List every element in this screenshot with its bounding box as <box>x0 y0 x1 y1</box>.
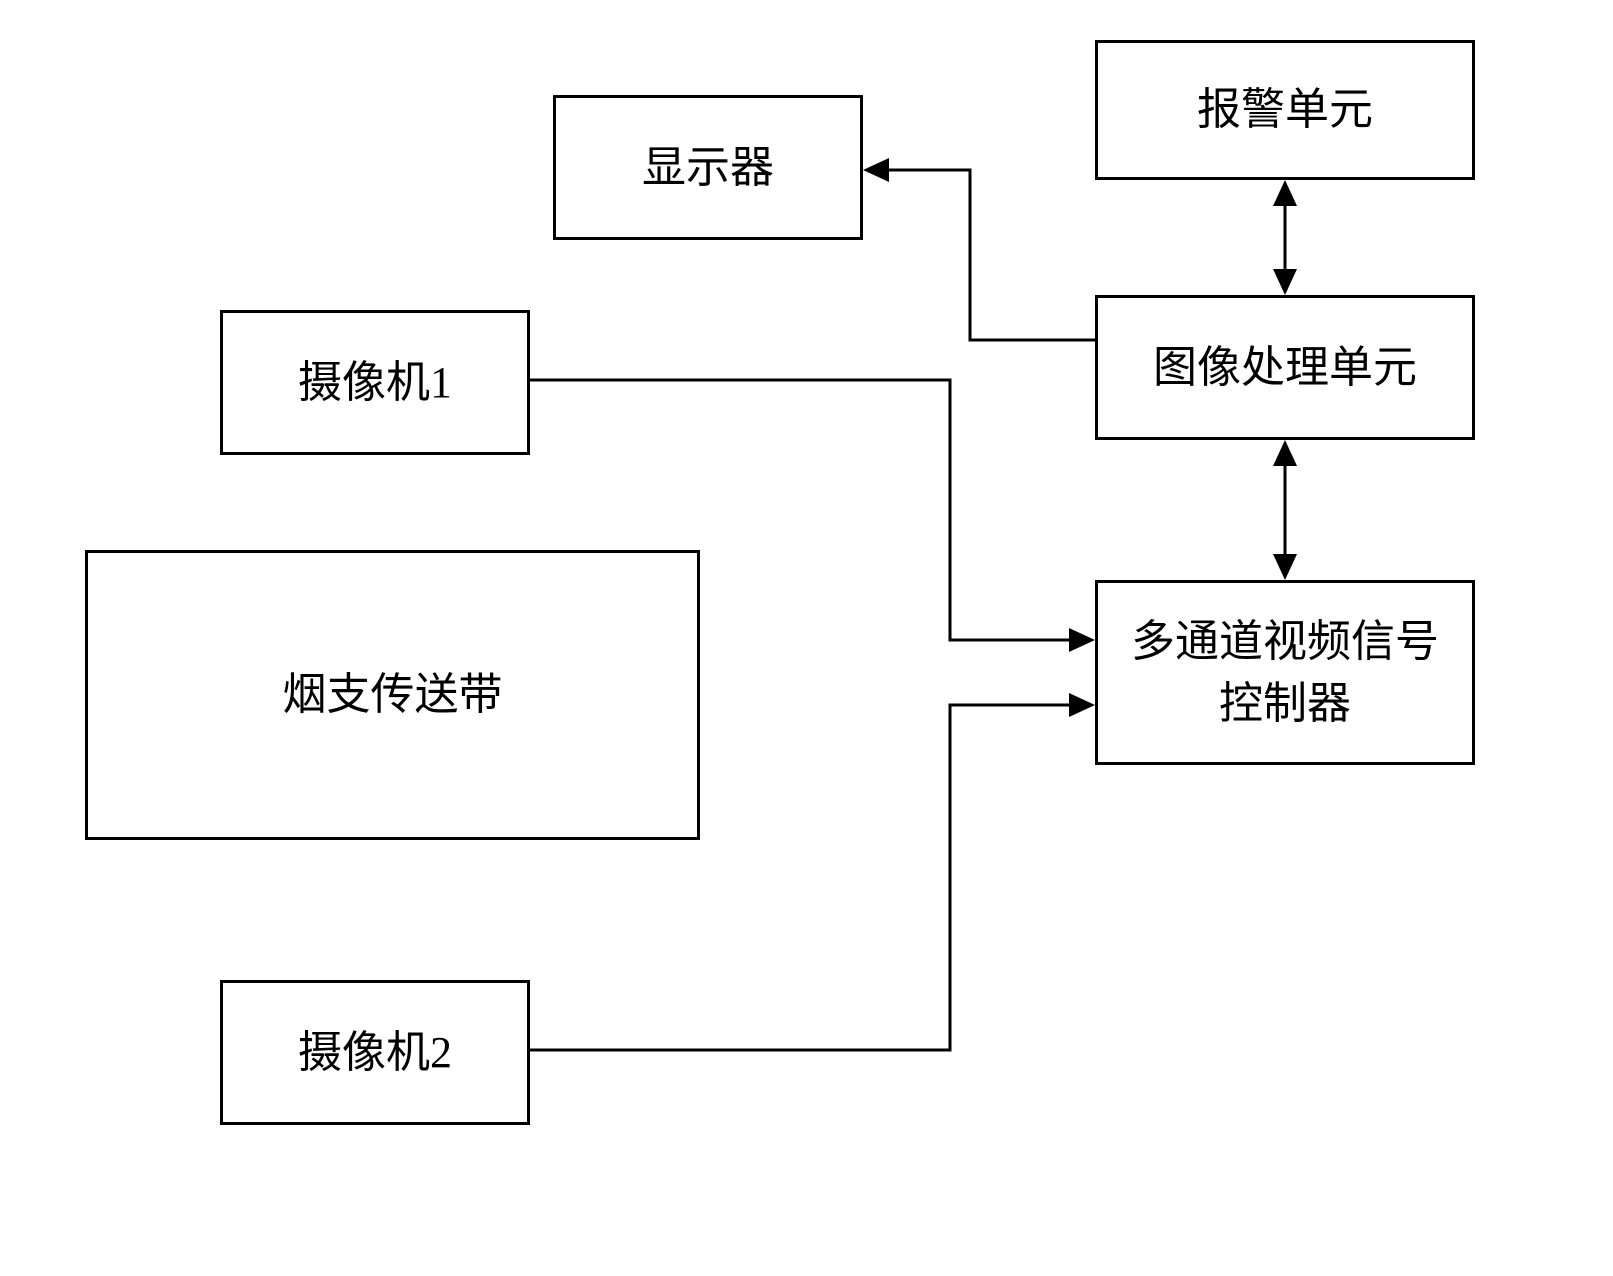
arrow-up-icon <box>1273 440 1297 466</box>
controller-label: 多通道视频信号 控制器 <box>1131 611 1439 734</box>
arrow-right-icon <box>1069 693 1095 717</box>
camera2-label: 摄像机2 <box>298 1022 452 1084</box>
alarm-unit-label: 报警单元 <box>1197 79 1373 141</box>
image-processing-box: 图像处理单元 <box>1095 295 1475 440</box>
image-processing-label: 图像处理单元 <box>1153 337 1417 399</box>
arrow-right-icon <box>1069 628 1095 652</box>
arrow-left-icon <box>863 158 889 182</box>
conveyor-label: 烟支传送带 <box>283 664 503 726</box>
camera1-label: 摄像机1 <box>298 352 452 414</box>
alarm-unit-box: 报警单元 <box>1095 40 1475 180</box>
controller-box: 多通道视频信号 控制器 <box>1095 580 1475 765</box>
camera1-box: 摄像机1 <box>220 310 530 455</box>
camera2-box: 摄像机2 <box>220 980 530 1125</box>
arrow-up-icon <box>1273 180 1297 206</box>
arrow-down-icon <box>1273 269 1297 295</box>
display-box: 显示器 <box>553 95 863 240</box>
edge-image-display <box>878 170 1095 340</box>
display-label: 显示器 <box>642 137 774 199</box>
conveyor-box: 烟支传送带 <box>85 550 700 840</box>
arrow-down-icon <box>1273 554 1297 580</box>
